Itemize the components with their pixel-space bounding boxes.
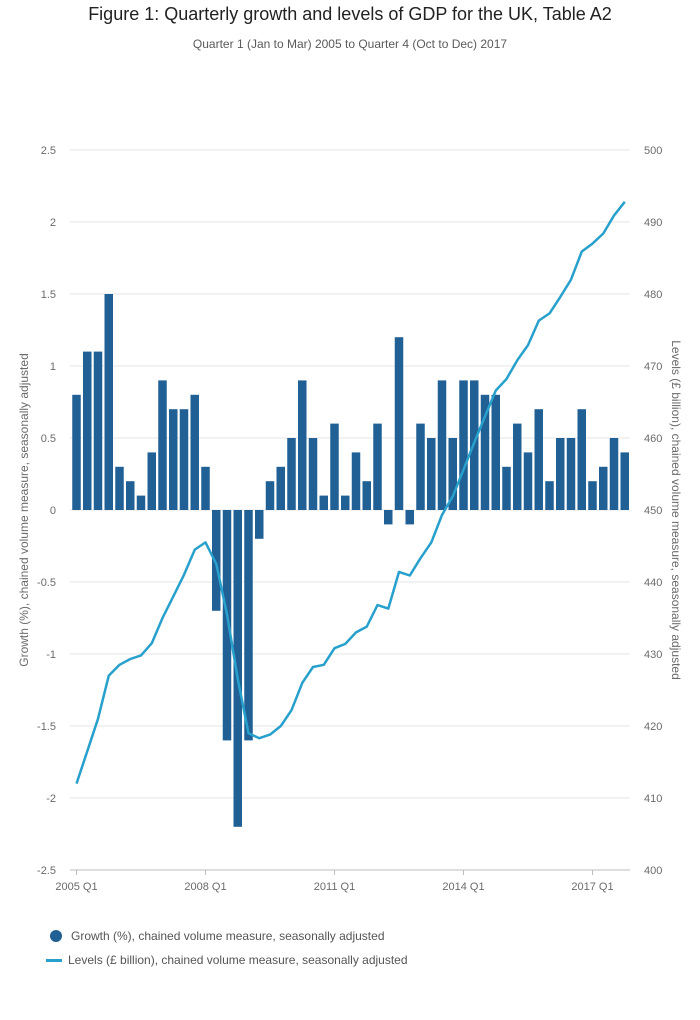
growth-bar (319, 495, 328, 510)
left-tick-label: 2.5 (41, 145, 56, 157)
growth-bar (222, 510, 232, 741)
x-tick-label: 2011 Q1 (314, 881, 355, 893)
growth-bar (212, 510, 221, 611)
growth-bar (341, 495, 350, 510)
growth-bars (72, 294, 629, 827)
right-y-axis-label: Levels (£ billion), chained volume measu… (669, 340, 683, 680)
chart-legend: Growth (%), chained volume measure, seas… (46, 924, 408, 972)
growth-bar (566, 438, 576, 510)
right-tick-label: 490 (644, 217, 662, 229)
growth-bar (427, 438, 436, 510)
x-tick-label: 2017 Q1 (571, 881, 613, 893)
growth-bar (362, 481, 371, 510)
growth-bar (620, 452, 629, 510)
growth-bar (599, 466, 608, 510)
chart-title: Figure 1: Quarterly growth and levels of… (88, 4, 612, 24)
right-tick-label: 480 (644, 289, 662, 301)
growth-bar (136, 495, 146, 510)
growth-bar (405, 510, 414, 525)
right-tick-label: 430 (644, 649, 662, 661)
left-tick-label: 2 (50, 217, 56, 229)
x-tick-label: 2008 Q1 (184, 881, 226, 893)
growth-bar (72, 394, 81, 510)
growth-bar (93, 351, 103, 510)
growth-bar (244, 510, 253, 741)
left-tick-label: -0.5 (37, 577, 56, 589)
left-y-axis-label: Growth (%), chained volume measure, seas… (17, 353, 31, 667)
right-y-axis: 500 490 480 470 460 450 440 430 420 410 400 (644, 145, 662, 877)
growth-bar (394, 337, 404, 510)
growth-bar (416, 423, 425, 510)
right-tick-label: 500 (644, 145, 662, 157)
growth-bar (147, 452, 156, 510)
left-tick-label: -2 (46, 793, 56, 805)
growth-bar (459, 380, 468, 510)
growth-bar (233, 510, 242, 827)
growth-bar (513, 423, 522, 510)
growth-bar (104, 294, 113, 510)
left-tick-label: 1 (50, 361, 56, 373)
growth-bar (83, 351, 92, 510)
growth-bar (265, 481, 275, 510)
growth-bar (298, 380, 307, 510)
legend-item-levels[interactable]: Levels (£ billion), chained volume measu… (46, 948, 408, 972)
right-tick-label: 400 (644, 865, 662, 877)
growth-bar (534, 409, 543, 510)
legend-label-levels: Levels (£ billion), chained volume measu… (68, 953, 408, 967)
right-tick-label: 420 (644, 721, 662, 733)
growth-bar (437, 380, 447, 510)
left-tick-label: 0.5 (41, 433, 56, 445)
growth-bar (158, 380, 167, 510)
left-tick-label: -1 (46, 649, 56, 661)
growth-bar (588, 481, 597, 510)
right-tick-label: 460 (644, 433, 662, 445)
growth-bar (330, 423, 339, 510)
legend-swatch-levels (46, 958, 62, 962)
levels-series-line (75, 201, 626, 784)
growth-bar (502, 466, 511, 510)
right-tick-label: 410 (644, 793, 662, 805)
x-tick-label: 2005 Q1 (55, 881, 97, 893)
growth-bar (179, 409, 189, 510)
growth-bar (351, 452, 361, 510)
growth-bar (201, 466, 210, 510)
growth-bar (287, 438, 296, 510)
levels-line (75, 201, 626, 784)
growth-bar (491, 394, 500, 510)
growth-bar (609, 438, 619, 510)
left-tick-label: -2.5 (37, 865, 56, 877)
growth-bar (190, 394, 199, 510)
growth-bar (308, 438, 318, 510)
growth-bar (523, 452, 533, 510)
growth-bar (276, 466, 285, 510)
growth-bar (373, 423, 382, 510)
growth-bar (169, 409, 178, 510)
growth-bar (126, 481, 135, 510)
left-tick-label: 0 (50, 505, 56, 517)
chart-subtitle: Quarter 1 (Jan to Mar) 2005 to Quarter 4… (192, 37, 508, 51)
legend-item-growth[interactable]: Growth (%), chained volume measure, seas… (46, 924, 408, 948)
growth-bar (448, 438, 457, 510)
left-tick-label: 1.5 (41, 289, 56, 301)
legend-swatch-growth (50, 930, 62, 942)
left-tick-label: -1.5 (37, 721, 56, 733)
left-y-axis: 2.5 2 1.5 1 0.5 0 -0.5 -1 -1.5 -2 -2.5 (37, 145, 56, 877)
gdp-combo-chart: 2.5 2 1.5 1 0.5 0 -0.5 -1 -1.5 -2 -2.5 500 490 480 47… (17, 145, 683, 893)
x-axis: 2005 Q1 2008 Q1 2011 Q1 2014 Q1 2017 Q1 (55, 869, 630, 893)
x-tick-label: 2014 Q1 (442, 881, 484, 893)
growth-bar (115, 466, 124, 510)
growth-bar (556, 438, 565, 510)
legend-label-growth: Growth (%), chained volume measure, seas… (71, 929, 385, 943)
growth-bar (480, 394, 490, 510)
growth-bar (255, 510, 264, 539)
right-tick-label: 440 (644, 577, 662, 589)
right-tick-label: 450 (644, 505, 662, 517)
right-tick-label: 470 (644, 361, 662, 373)
growth-bar (384, 510, 393, 525)
growth-bar (577, 409, 586, 510)
growth-bar (545, 481, 554, 510)
